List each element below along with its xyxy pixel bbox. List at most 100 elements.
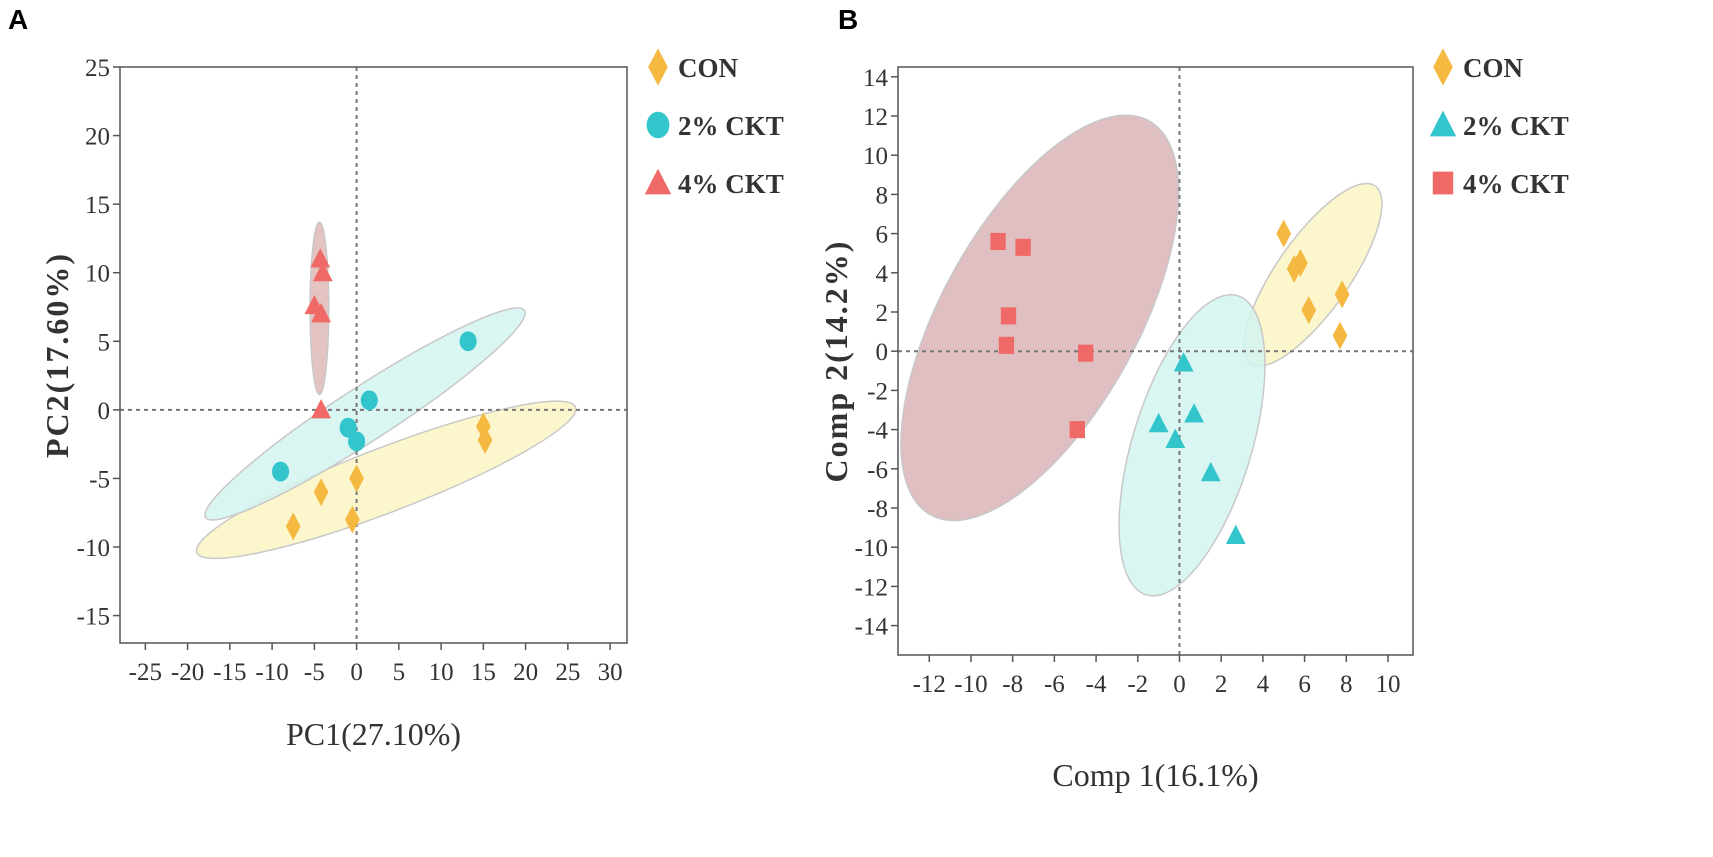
plsda-ytick-label: 0 <box>876 339 889 366</box>
pca-legend-marker-con <box>648 48 668 86</box>
plsda-point-2pct-ckt <box>1184 403 1204 423</box>
pca-point-con <box>349 464 364 493</box>
pca-ytick-label: 5 <box>98 329 111 356</box>
pca-ytick-label: -5 <box>89 466 110 493</box>
pca-ytick-label: 25 <box>85 55 110 82</box>
pca-xtick-label: 30 <box>598 659 623 686</box>
plsda-legend-label-con: CON <box>1463 53 1524 83</box>
pca-point-2pct-ckt <box>348 431 366 452</box>
pca-point-con <box>285 512 301 541</box>
plsda-ytick-label: -4 <box>867 418 888 445</box>
pca-plot-frame <box>119 66 628 644</box>
pca-xtick-label: 10 <box>429 659 454 686</box>
plsda-xtick-label: -12 <box>913 671 946 698</box>
plsda-xtick-label: 10 <box>1375 671 1400 698</box>
plsda-ytick-label: 14 <box>863 65 889 92</box>
pca-point-con <box>344 505 360 534</box>
pca-legend-label-4pct-ckt: 4% CKT <box>678 169 784 199</box>
plsda-ytick-label: -10 <box>855 535 888 562</box>
plsda-point-2pct-ckt <box>1200 461 1221 482</box>
plsda-ytick-label: -2 <box>867 378 888 405</box>
pca-x-axis-label: PC1(27.10%) <box>286 716 461 752</box>
pca-ytick-label: 20 <box>85 124 110 151</box>
plsda-point-con <box>1332 321 1348 350</box>
pca-ytick-label: -10 <box>77 535 110 562</box>
pca-legend-label-con: CON <box>678 53 739 83</box>
plsda-ytick-label: 6 <box>876 222 889 249</box>
pca-ytick-label: -15 <box>77 604 110 631</box>
plsda-xtick-label: 4 <box>1257 671 1270 698</box>
pca-point-con <box>313 478 329 507</box>
pca-point-4pct-ckt <box>310 248 331 268</box>
plsda-point-4pct-ckt <box>990 232 1006 250</box>
plsda-point-con <box>1293 249 1308 277</box>
pca-point-4pct-ckt <box>311 399 332 419</box>
plsda-ytick-label: -6 <box>867 457 888 484</box>
pca-xtick-label: -20 <box>171 659 204 686</box>
pca-point-4pct-ckt <box>311 303 332 323</box>
plsda-ytick-label: -12 <box>855 574 888 601</box>
pca-point-2pct-ckt <box>272 461 290 482</box>
plsda-legend-marker-con <box>1433 48 1453 86</box>
plsda-point-con <box>1276 219 1292 248</box>
plsda-point-2pct-ckt <box>1148 412 1169 433</box>
plsda-point-2pct-ckt <box>1165 428 1186 448</box>
plsda-xtick-label: -6 <box>1044 671 1065 698</box>
plsda-xtick-label: -2 <box>1127 671 1148 698</box>
plsda-point-con <box>1334 280 1350 309</box>
plsda-point-4pct-ckt <box>1069 421 1085 439</box>
plsda-point-4pct-ckt <box>1078 344 1094 362</box>
plsda-legend-marker-2pct-ckt <box>1429 110 1457 137</box>
pca-xtick-label: 0 <box>350 659 363 686</box>
plsda-plot-frame <box>897 66 1414 656</box>
plsda-point-4pct-ckt <box>1000 307 1017 325</box>
panel-label-a: A <box>8 4 29 35</box>
plsda-xtick-label: -8 <box>1002 671 1023 698</box>
pca-xtick-label: 20 <box>513 659 538 686</box>
pca-ytick-label: 15 <box>85 192 110 219</box>
plsda-ellipse-2pct-ckt <box>1118 293 1266 597</box>
plsda-ytick-label: 12 <box>863 104 888 131</box>
pca-xtick-label: -5 <box>304 659 325 686</box>
plsda-ytick-label: -8 <box>867 496 888 523</box>
pca-xtick-label: -10 <box>255 659 288 686</box>
plsda-point-4pct-ckt <box>1015 238 1031 256</box>
pca-point-2pct-ckt <box>339 417 357 438</box>
plsda-ellipse-4pct-ckt <box>900 114 1180 522</box>
plsda-point-4pct-ckt <box>998 336 1015 354</box>
plsda-legend-label-2pct-ckt: 2% CKT <box>1463 111 1569 141</box>
plsda-point-2pct-ckt <box>1225 524 1246 544</box>
pca-xtick-label: 25 <box>555 659 580 686</box>
pca-y-axis-label: PC2(17.60%) <box>39 252 75 458</box>
pca-legend-marker-2pct-ckt <box>646 111 670 139</box>
plsda-xtick-label: 2 <box>1215 671 1228 698</box>
pca-xtick-label: 5 <box>393 659 406 686</box>
pca-legend-marker-4pct-ckt <box>644 168 672 195</box>
plsda-ytick-label: 8 <box>876 182 889 209</box>
pca-xtick-label: -15 <box>213 659 246 686</box>
pca-ytick-label: 0 <box>98 398 111 425</box>
pca-point-4pct-ckt <box>312 261 333 282</box>
plsda-xtick-label: 8 <box>1340 671 1353 698</box>
pca-legend-label-2pct-ckt: 2% CKT <box>678 111 784 141</box>
pca-ytick-label: 10 <box>85 261 110 288</box>
plsda-legend-label-4pct-ckt: 4% CKT <box>1463 169 1569 199</box>
pca-xtick-label: 15 <box>471 659 496 686</box>
pca-point-2pct-ckt <box>360 390 378 411</box>
plsda-xtick-label: 6 <box>1298 671 1311 698</box>
pca-point-2pct-ckt <box>459 331 477 352</box>
panel-label-b: B <box>838 4 859 35</box>
plsda-ytick-label: 10 <box>863 143 888 170</box>
plsda-xtick-label: 0 <box>1173 671 1186 698</box>
plsda-point-2pct-ckt <box>1173 352 1194 372</box>
pca-point-con <box>477 426 493 454</box>
plsda-point-con <box>1301 296 1317 324</box>
pca-xtick-label: -25 <box>129 659 162 686</box>
plsda-ytick-label: 4 <box>876 261 889 288</box>
plsda-xtick-label: -10 <box>954 671 987 698</box>
plsda-x-axis-label: Comp 1(16.1%) <box>1052 757 1258 793</box>
plsda-ytick-label: -14 <box>855 614 889 641</box>
plsda-ytick-label: 2 <box>876 300 889 327</box>
